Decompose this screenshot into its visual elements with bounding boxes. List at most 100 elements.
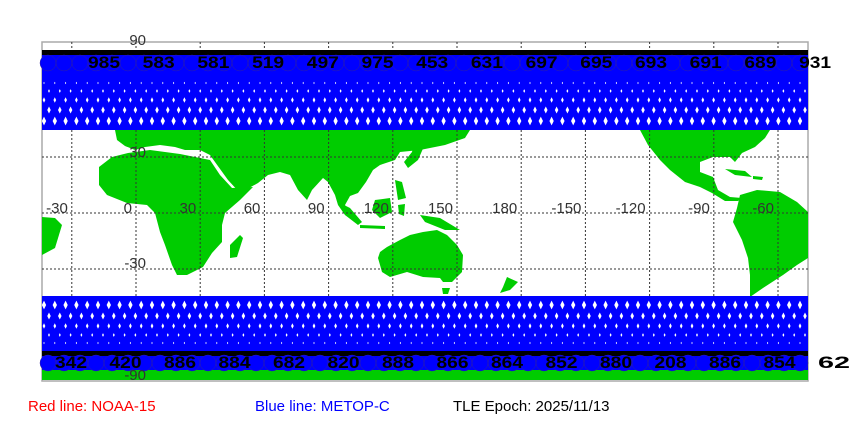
orbit-node-marker — [55, 54, 73, 72]
track-gap — [669, 81, 672, 85]
orbit-node-marker — [791, 354, 809, 372]
track-gap — [80, 89, 83, 93]
track-gap — [279, 116, 284, 126]
track-gap — [64, 97, 67, 103]
track-gap — [344, 300, 349, 310]
track-gap — [409, 323, 413, 329]
track-gap — [539, 323, 543, 329]
track-gap — [144, 106, 148, 114]
track-gap — [220, 106, 224, 114]
track-gap — [636, 323, 640, 329]
track-gap — [366, 97, 370, 103]
track-gap — [150, 97, 154, 103]
track-gap — [318, 89, 320, 93]
track-gap — [550, 341, 553, 345]
track-gap — [392, 106, 397, 114]
track-gap — [269, 323, 273, 329]
north-track-convergence — [42, 50, 808, 55]
track-gap — [85, 97, 89, 103]
orbit-number-label: 208 — [655, 353, 687, 372]
track-gap — [48, 333, 50, 337]
track-gap — [733, 116, 738, 126]
track-gap — [609, 89, 612, 93]
track-gap — [755, 323, 759, 329]
orbit-number-label: 985 — [88, 53, 120, 72]
track-gap — [63, 300, 68, 310]
track-gap — [782, 333, 785, 337]
track-gap — [625, 116, 630, 126]
track-gap — [690, 323, 694, 329]
track-gap — [658, 323, 661, 329]
track-gap — [473, 300, 479, 310]
track-gap — [706, 333, 709, 337]
track-gap — [345, 323, 348, 329]
orbit-number-label: 852 — [546, 353, 578, 372]
track-gap — [285, 333, 288, 337]
track-gap — [54, 81, 56, 85]
track-gap — [345, 97, 348, 103]
track-gap — [247, 116, 252, 126]
track-gap — [668, 116, 673, 126]
track-gap — [226, 81, 229, 85]
track-gap — [69, 333, 72, 337]
track-gap — [723, 323, 726, 329]
track-gap — [188, 89, 191, 93]
track-gap — [480, 89, 482, 93]
track-gap — [291, 341, 294, 345]
track-gap — [193, 323, 197, 329]
track-gap — [398, 116, 403, 126]
track-gap — [419, 116, 425, 126]
longitude-labels: -30 0 30 60 90 120 150 180 -150 -120 -90 -60 — [46, 200, 774, 217]
track-gap — [619, 312, 624, 320]
track-gap — [544, 312, 548, 320]
track-gap — [712, 323, 715, 329]
track-gap — [264, 89, 266, 93]
orbit-number-label: 695 — [580, 53, 612, 72]
track-gap — [662, 312, 667, 320]
track-gap — [582, 97, 586, 103]
track-gap — [291, 323, 294, 329]
track-gap — [204, 323, 208, 329]
track-gap — [603, 116, 608, 126]
track-gap — [176, 106, 181, 114]
track-gap — [490, 312, 494, 320]
track-gap — [162, 341, 164, 345]
track-gap — [577, 89, 580, 93]
track-gap — [554, 106, 559, 114]
track-gap — [253, 333, 256, 337]
track-gap — [792, 106, 796, 114]
track-gap — [583, 81, 585, 85]
track-gap — [679, 323, 683, 329]
track-gap — [674, 333, 677, 337]
track-gap — [511, 106, 516, 114]
track-gap — [367, 341, 369, 345]
track-gap — [241, 312, 246, 320]
track-gap — [392, 312, 397, 320]
track-gap — [436, 89, 439, 93]
track-gap — [701, 97, 705, 103]
track-gap — [625, 323, 629, 329]
track-gap — [339, 89, 342, 93]
track-gap — [696, 89, 698, 93]
track-gap — [760, 333, 763, 337]
track-gap — [302, 81, 304, 85]
orbit-node-marker — [727, 54, 745, 72]
track-gap — [112, 89, 115, 93]
track-gap — [264, 333, 266, 337]
track-gap — [475, 81, 477, 85]
track-gap — [58, 89, 61, 93]
track-gap — [156, 333, 158, 337]
orbit-number-label: 886 — [164, 353, 196, 372]
track-gap — [156, 89, 158, 93]
track-gap — [540, 81, 542, 85]
track-gap — [284, 312, 289, 320]
longitude-label: 90 — [308, 200, 325, 217]
track-gap — [463, 323, 467, 329]
track-gap — [85, 300, 90, 310]
orbit-node-marker — [583, 354, 601, 372]
track-gap — [108, 81, 110, 85]
java — [360, 225, 385, 229]
track-gap — [47, 106, 51, 114]
track-gap — [301, 300, 306, 310]
